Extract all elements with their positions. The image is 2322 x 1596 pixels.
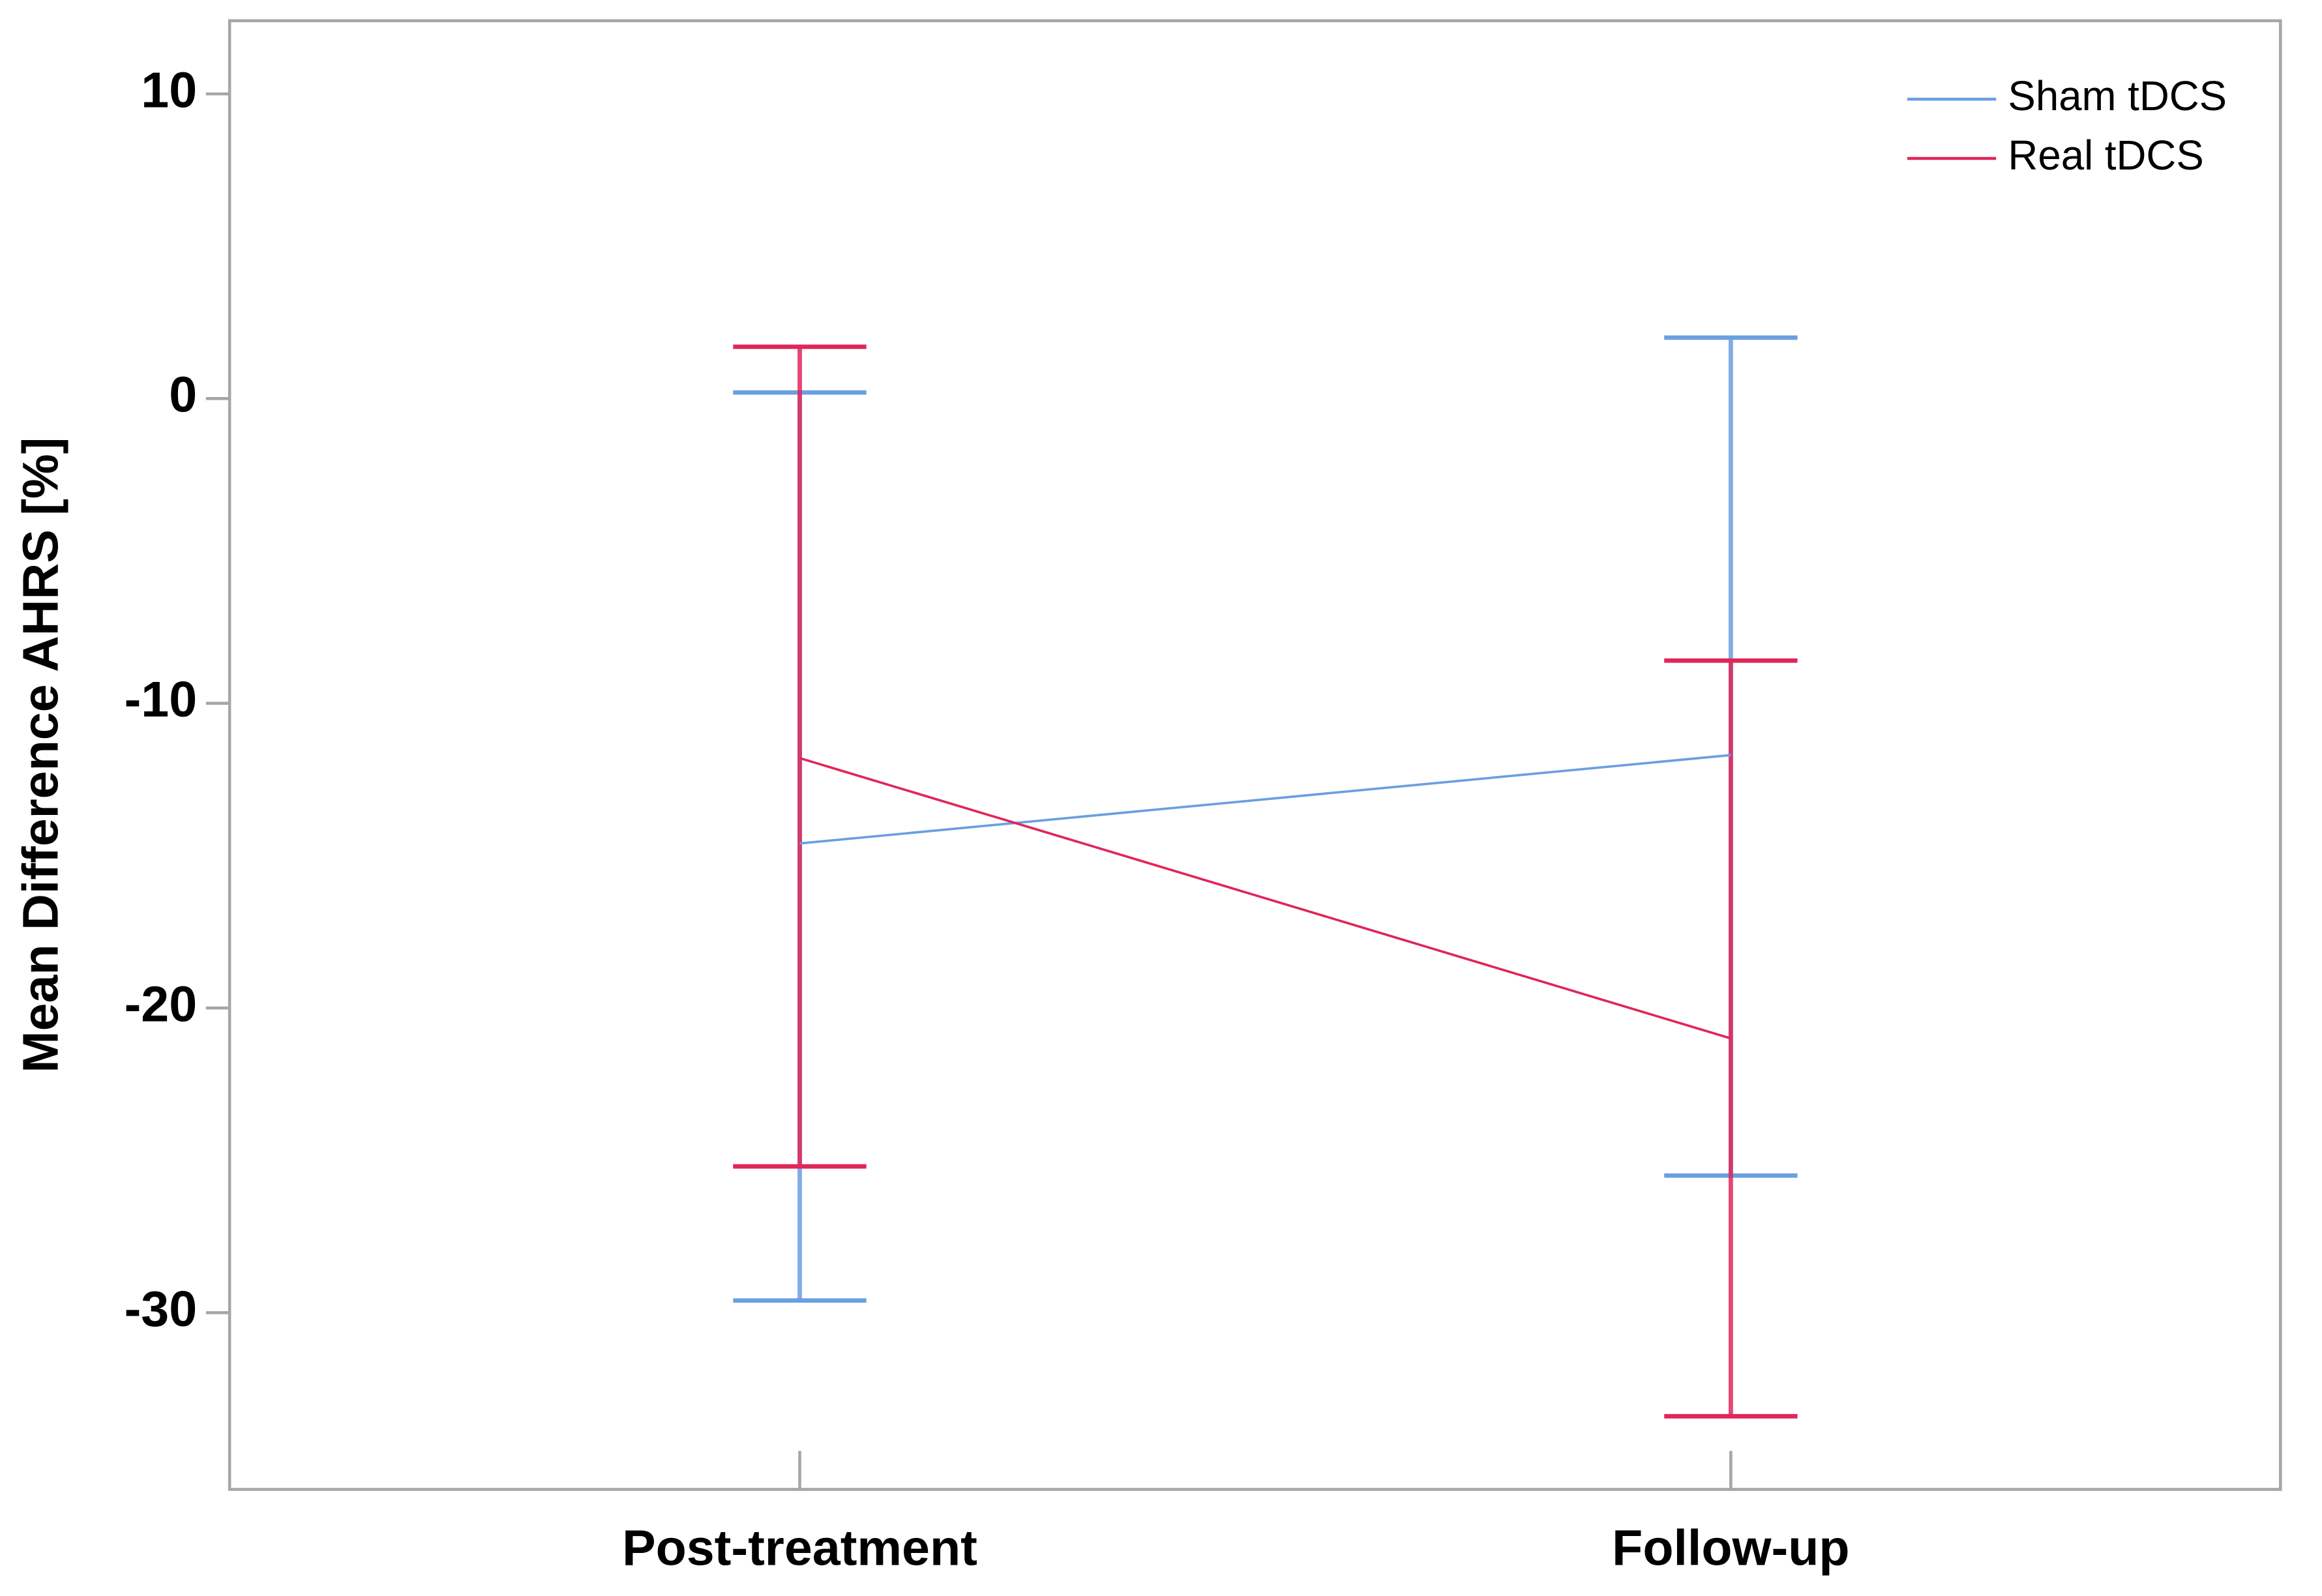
x-tick-label: Post-treatment: [622, 1520, 977, 1576]
line: [799, 757, 1731, 1040]
legend-label: Sham tDCS: [2008, 73, 2227, 119]
y-tick-label: 10: [141, 62, 197, 118]
y-tick-label: -10: [125, 672, 198, 728]
y-tick-label: -20: [125, 976, 198, 1032]
x-tick-label: Follow-up: [1612, 1520, 1849, 1576]
y-axis-title: Mean Difference AHRS [%]: [13, 437, 69, 1073]
legend-label: Real tDCS: [2008, 132, 2203, 179]
plot-frame: [228, 19, 2282, 1491]
y-tick-label: 0: [169, 367, 197, 423]
y-tick-label: -30: [125, 1281, 198, 1337]
line: [799, 754, 1731, 845]
